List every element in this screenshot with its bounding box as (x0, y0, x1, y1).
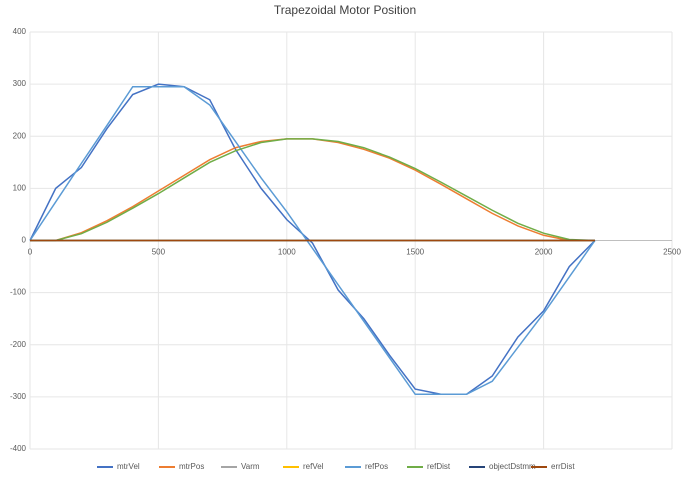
y-tick-label: -100 (10, 288, 27, 297)
legend-label: mtrPos (179, 462, 204, 471)
y-tick-label: 200 (13, 131, 27, 140)
y-tick-label: 0 (22, 236, 27, 245)
chart-title: Trapezoidal Motor Position (274, 3, 416, 17)
legend-label: Varm (241, 462, 260, 471)
x-tick-label: 2000 (535, 248, 553, 257)
x-tick-label: 0 (28, 248, 33, 257)
legend-label: refPos (365, 462, 388, 471)
legend-label: mtrVel (117, 462, 140, 471)
y-tick-label: 400 (13, 27, 27, 36)
series-line (30, 138, 595, 242)
series-line (29, 85, 596, 396)
series-line (29, 83, 596, 396)
x-tick-label: 1000 (278, 248, 296, 257)
y-tick-label: -300 (10, 392, 27, 401)
x-tick-label: 1500 (406, 248, 424, 257)
legend-label: objectDstmm (489, 462, 536, 471)
y-tick-label: -200 (10, 340, 27, 349)
legend-label: refDist (427, 462, 451, 471)
y-tick-label: 300 (13, 79, 27, 88)
x-tick-label: 2500 (663, 248, 681, 257)
y-tick-label: -400 (10, 444, 27, 453)
legend-label: refVel (303, 462, 324, 471)
legend-label: errDist (551, 462, 575, 471)
y-tick-label: 100 (13, 183, 27, 192)
x-tick-label: 500 (152, 248, 166, 257)
series-line (30, 138, 595, 242)
